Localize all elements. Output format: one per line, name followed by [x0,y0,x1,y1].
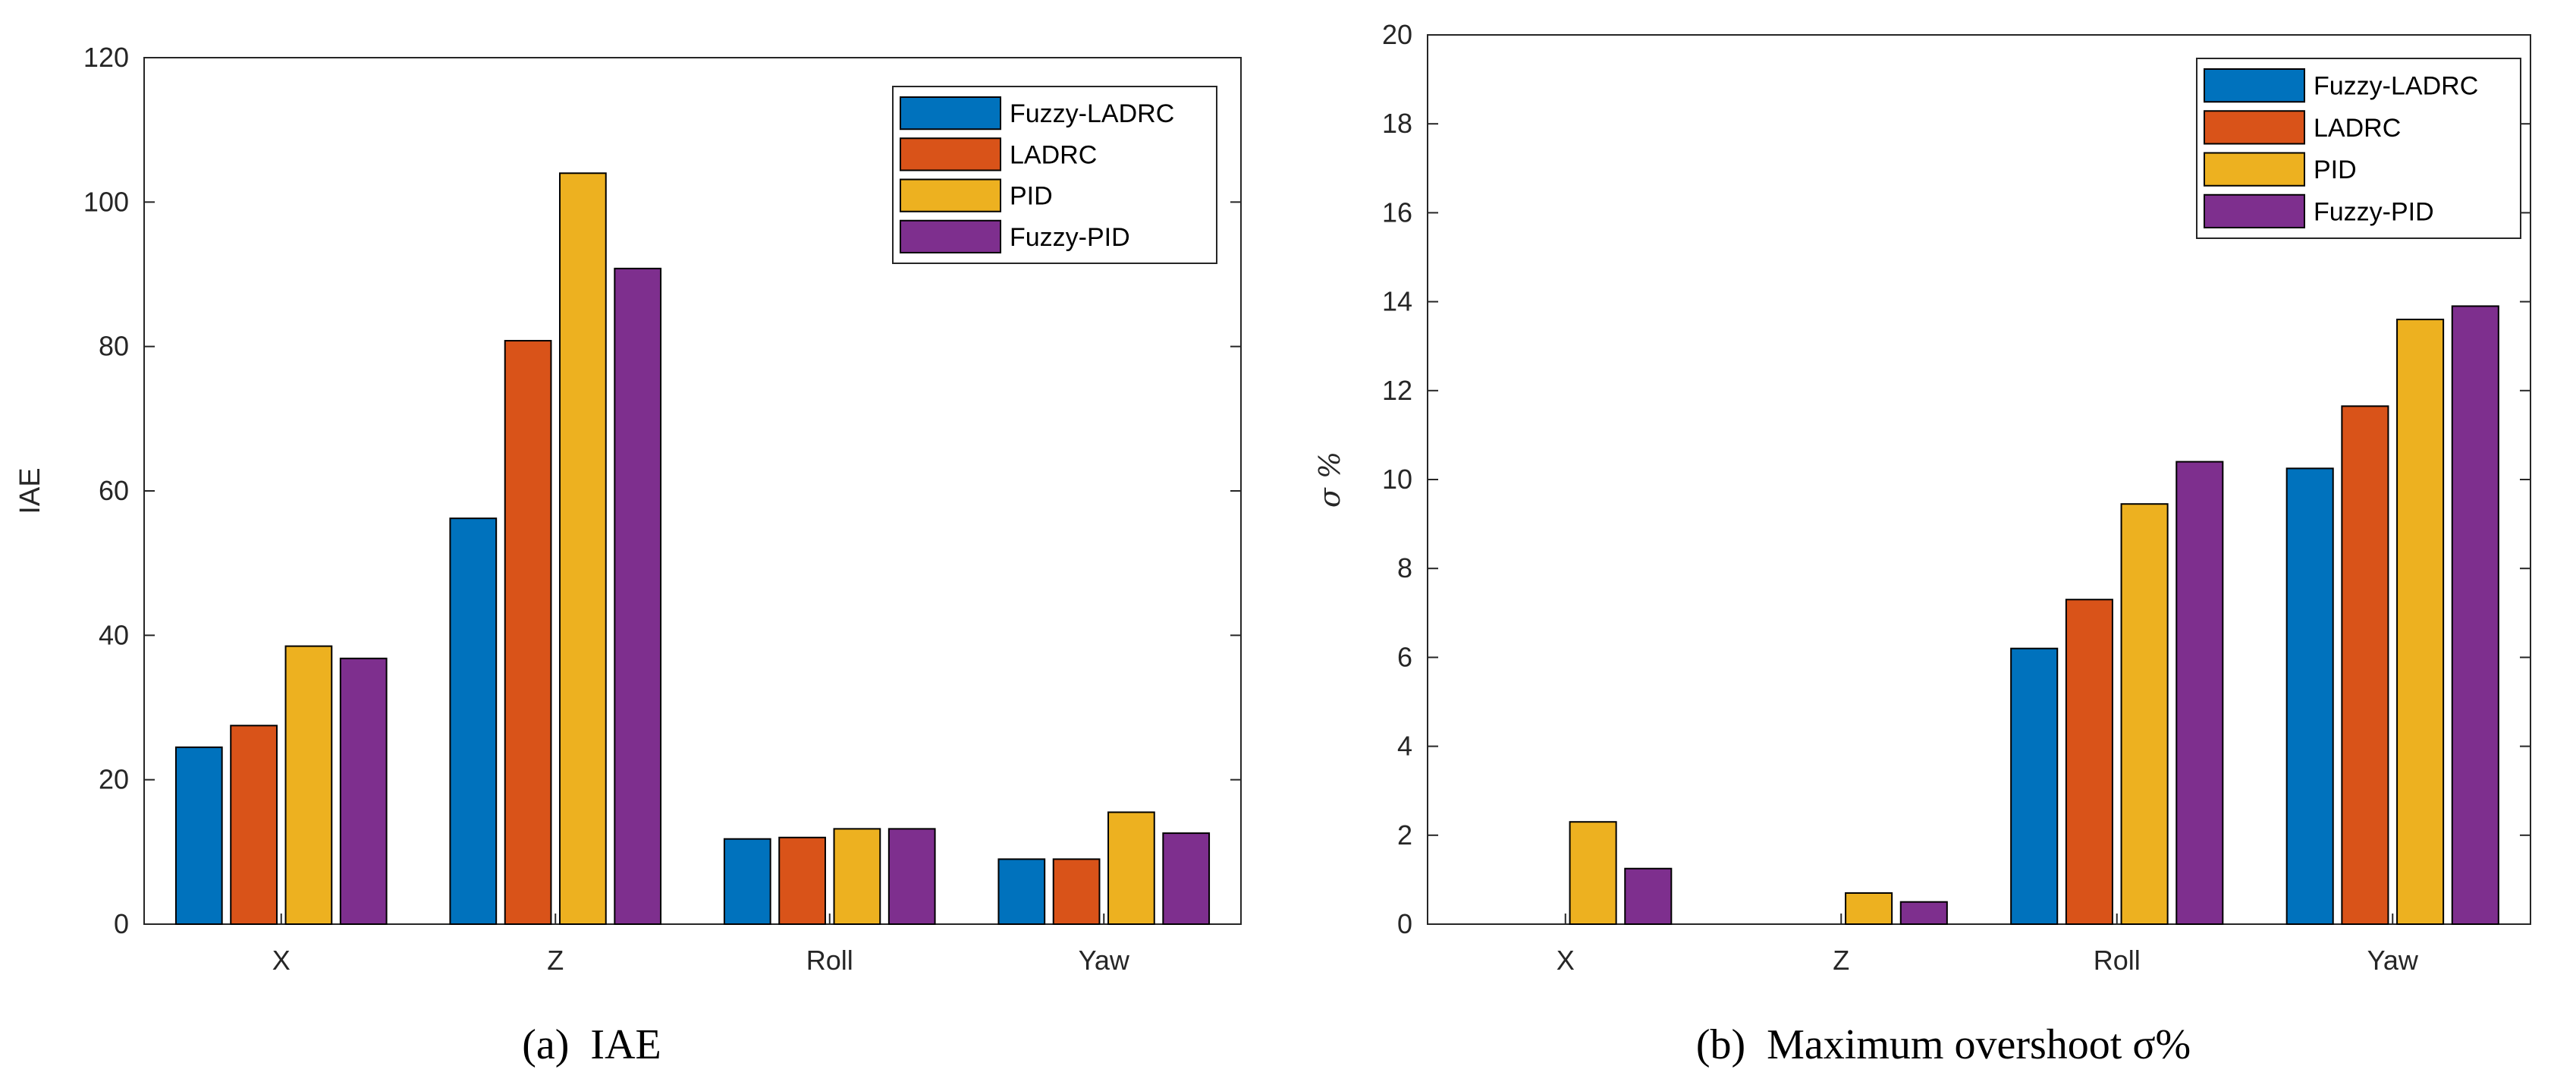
y-tick-label: 6 [1397,641,1412,672]
bar-fuzzy-ladrc-yaw [2285,467,2334,925]
bar-fuzzy-ladrc-yaw [997,858,1046,925]
y-tick-label: 18 [1382,108,1412,139]
caption-b: (b) Maximum overshoot σ% [1696,1021,2191,1068]
bar-fuzzy-pid-roll [2175,461,2224,925]
legend-label: LADRC [2314,114,2401,143]
x-tick-label: Z [1833,945,1849,976]
bar-pid-roll [833,828,881,926]
bar-ladrc-roll [2065,599,2113,925]
y-tick-label: 40 [99,619,129,650]
y-tick-label: 20 [99,764,129,795]
legend-label: Fuzzy-LADRC [2314,72,2478,101]
y-tick-label: 4 [1397,731,1412,762]
x-tick-label: X [272,945,291,976]
bar-fuzzy-ladrc-roll [2010,647,2059,925]
y-tick-label: 2 [1397,819,1412,851]
bar-pid-yaw [1107,811,1155,926]
y-axis-title: IAE [14,467,46,514]
bar-ladrc-roll [778,836,826,926]
legend-swatch [900,96,1001,131]
chart-overshoot: 0 2 4 6 8 10 12 14 16 18 20 X Z Roll Yaw σ % Fuzzy-LADRC… [1313,19,2531,976]
bar-fuzzy-pid-x [339,657,388,926]
y-tick-label: 8 [1397,552,1412,583]
legend-swatch [900,178,1001,212]
y-axis-title: σ % [1313,451,1346,508]
bar-fuzzy-pid-roll [887,828,936,926]
bar-fuzzy-pid-z [1899,901,1948,925]
legend-label: Fuzzy-LADRC [1010,99,1174,128]
bar-ladrc-yaw [1052,858,1101,925]
x-tick-label: Roll [2094,945,2141,976]
y-tick-label: 16 [1382,197,1412,228]
legend-swatch [900,137,1001,171]
bar-ladrc-z [504,340,552,925]
bar-fuzzy-ladrc-roll [723,838,771,926]
y-tick-label: 80 [99,331,129,362]
y-tick-label: 0 [1397,908,1412,939]
y-tick-label: 12 [1382,375,1412,406]
x-tick-label: Yaw [1079,945,1130,976]
legend-label: PID [2314,156,2357,184]
legend-swatch [2204,110,2305,145]
chart-iae: 0 20 40 60 80 100 120 X Z Roll Yaw IAE Fuzzy-LADRC LA… [14,42,1242,976]
legend: Fuzzy-LADRC LADRC PID Fuzzy-PID [892,86,1217,264]
x-tick-label: Z [547,945,564,976]
bar-ladrc-x [230,725,278,926]
bar-fuzzy-pid-x [1624,867,1673,925]
y-tick-label: 20 [1382,19,1412,50]
x-tick-label: X [1557,945,1575,976]
legend-label: PID [1010,182,1053,211]
y-tick-label: 0 [114,908,129,939]
bar-pid-z [1845,892,1893,925]
bar-pid-yaw [2396,319,2445,926]
bar-fuzzy-pid-z [614,267,662,925]
bar-fuzzy-ladrc-x [174,746,223,926]
legend-label: Fuzzy-PID [1010,223,1130,252]
bar-pid-x [1569,821,1617,925]
y-tick-label: 100 [83,186,129,217]
bar-ladrc-yaw [2341,405,2389,925]
x-tick-label: Yaw [2367,945,2419,976]
legend-label: LADRC [1010,140,1097,169]
bar-fuzzy-pid-yaw [1162,832,1211,925]
y-tick-label: 10 [1382,464,1412,495]
y-tick-label: 120 [83,42,129,73]
y-tick-label: 14 [1382,286,1412,317]
x-tick-label: Roll [806,945,853,976]
legend-swatch [2204,193,2305,228]
legend-swatch [2204,68,2305,103]
y-tick-label: 60 [99,475,129,506]
bar-fuzzy-pid-yaw [2451,305,2499,925]
legend-swatch [2204,152,2305,187]
bar-pid-roll [2120,503,2169,925]
legend-label: Fuzzy-PID [2314,197,2434,226]
bar-pid-x [284,645,333,925]
legend-swatch [900,219,1001,253]
bar-pid-z [559,172,607,925]
caption-a: (a) IAE [522,1021,661,1068]
legend: Fuzzy-LADRC LADRC PID Fuzzy-PID [2196,58,2521,239]
bar-fuzzy-ladrc-z [449,517,498,925]
